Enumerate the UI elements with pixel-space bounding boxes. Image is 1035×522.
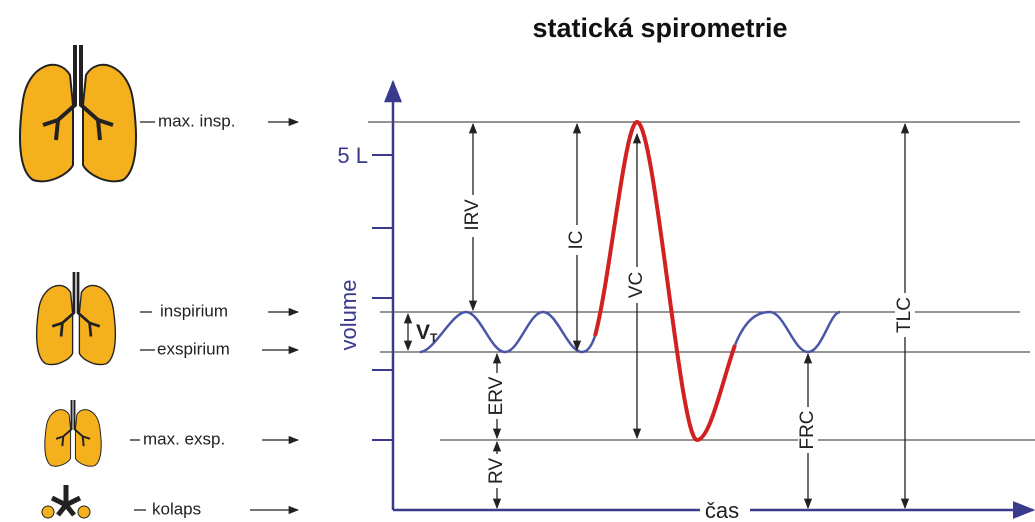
- lungs-icon: [20, 45, 136, 181]
- collapsed-lungs-icon: [42, 485, 90, 518]
- x-axis-label: čas: [705, 498, 739, 522]
- volume-label: IRV: [462, 199, 483, 231]
- title: statická spirometrie: [532, 13, 787, 43]
- state-label: inspirium: [160, 301, 228, 320]
- y-axis-ticks: [372, 155, 393, 440]
- y-axis-label: volume: [336, 280, 361, 351]
- lungs-icon: [45, 400, 101, 466]
- state-labels: max. insp. inspirium exspirium max. exsp…: [130, 111, 298, 518]
- tidal-curve: [735, 312, 840, 352]
- tidal-curve: [420, 312, 595, 352]
- state-label: max. exsp.: [143, 429, 225, 448]
- volume-label: ERV: [486, 376, 507, 415]
- state-label: kolaps: [152, 499, 201, 518]
- vt-sub: T: [430, 331, 438, 345]
- volume-label: TLC: [894, 297, 915, 333]
- volume-label: RV: [486, 458, 507, 484]
- volume-label: VC: [626, 272, 647, 298]
- vt-base: V: [416, 321, 430, 344]
- state-label: exspirium: [157, 339, 230, 358]
- spirometry-diagram: statická spirometrie max. insp. inspiriu…: [0, 0, 1035, 522]
- volume-label: VT: [416, 321, 438, 346]
- y-tick-label: 5 L: [337, 143, 368, 168]
- volume-label: FRC: [797, 410, 818, 449]
- lungs-icon: [37, 272, 116, 365]
- vital-capacity-curve: [595, 122, 735, 440]
- state-label: max. insp.: [158, 111, 235, 130]
- volume-arrows: [408, 124, 905, 508]
- volume-label: IC: [566, 231, 587, 250]
